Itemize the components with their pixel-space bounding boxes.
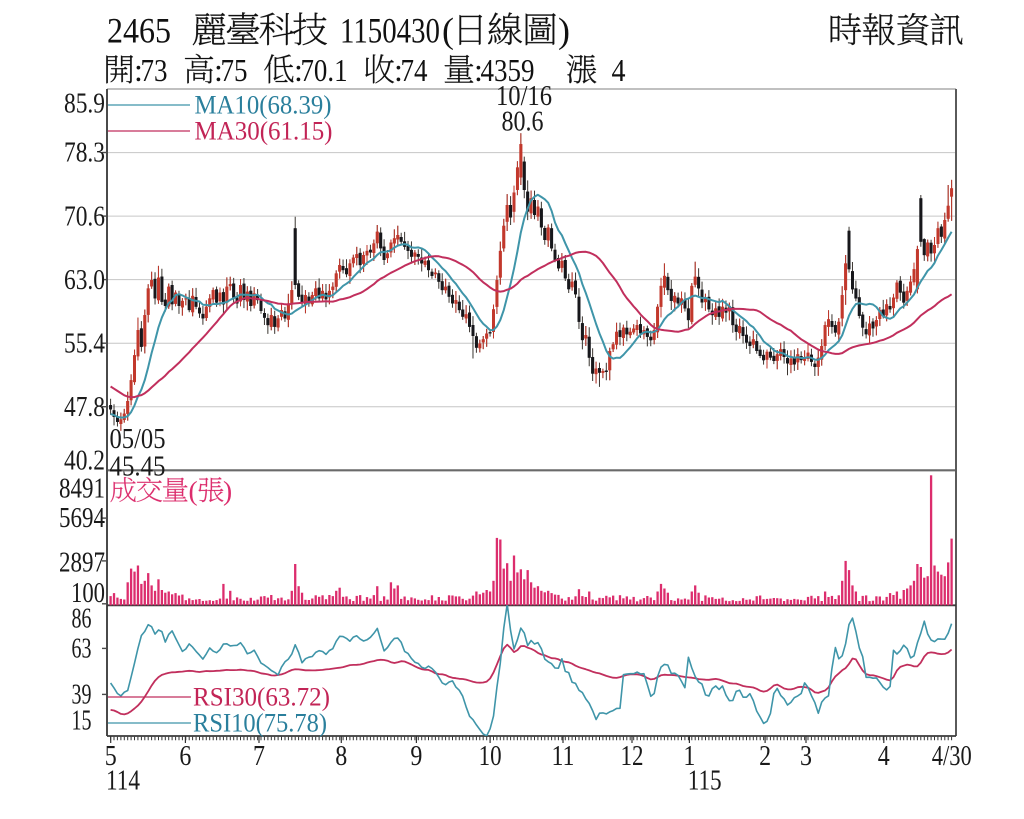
svg-text:74: 74 (401, 52, 428, 88)
svg-text:73: 73 (141, 52, 168, 88)
svg-text:86: 86 (72, 604, 92, 635)
svg-text:5: 5 (105, 740, 117, 772)
svg-text:78.3: 78.3 (64, 138, 105, 169)
svg-text:(: ( (442, 11, 454, 51)
svg-text:4/30: 4/30 (932, 740, 972, 772)
svg-text:45.45: 45.45 (110, 452, 166, 483)
svg-text:47.8: 47.8 (64, 392, 105, 423)
svg-text:114: 114 (106, 765, 140, 797)
svg-text::: : (294, 52, 303, 88)
svg-text:40.2: 40.2 (64, 446, 105, 477)
svg-text:2897: 2897 (59, 547, 105, 578)
svg-text:): ) (558, 11, 570, 51)
svg-text:2: 2 (759, 740, 771, 772)
svg-text:8: 8 (335, 740, 347, 772)
svg-text:5694: 5694 (59, 503, 105, 534)
svg-text:75: 75 (221, 52, 248, 88)
svg-text:1: 1 (683, 740, 695, 772)
svg-text:12: 12 (621, 740, 644, 772)
svg-text:2465: 2465 (107, 11, 171, 51)
svg-text:3: 3 (800, 740, 812, 772)
svg-text:4359: 4359 (481, 52, 535, 88)
svg-text::: : (214, 52, 223, 88)
svg-text:10: 10 (479, 740, 502, 772)
svg-text:100: 100 (71, 578, 105, 609)
svg-text:11: 11 (552, 740, 575, 772)
svg-text:70.6: 70.6 (64, 201, 105, 232)
svg-text:9: 9 (410, 740, 422, 772)
svg-text::: : (134, 52, 143, 88)
svg-text:115: 115 (688, 765, 722, 797)
svg-text:(: ( (189, 475, 198, 506)
svg-text:55.4: 55.4 (64, 328, 105, 359)
svg-text:6: 6 (179, 740, 191, 772)
svg-text:85.9: 85.9 (64, 89, 105, 120)
svg-text:39: 39 (72, 680, 92, 711)
svg-text:63.0: 63.0 (64, 265, 105, 296)
svg-text:RSI10(75.78): RSI10(75.78) (193, 709, 327, 738)
svg-text:4: 4 (878, 740, 890, 772)
svg-text:63: 63 (72, 634, 92, 665)
svg-text:70.1: 70.1 (301, 52, 348, 88)
svg-text:RSI30(63.72): RSI30(63.72) (193, 683, 330, 712)
svg-text:05/05: 05/05 (110, 424, 166, 455)
svg-text::: : (394, 52, 403, 88)
svg-text:15: 15 (72, 706, 92, 737)
svg-text:MA10(68.39): MA10(68.39) (195, 91, 332, 120)
svg-text:80.6: 80.6 (502, 107, 544, 138)
svg-text::: : (474, 52, 483, 88)
svg-text:8491: 8491 (59, 474, 105, 505)
svg-text:4: 4 (612, 52, 626, 88)
svg-text:MA30(61.15): MA30(61.15) (195, 117, 333, 146)
svg-text:10/16: 10/16 (496, 81, 552, 112)
svg-text:7: 7 (253, 740, 265, 772)
svg-text:): ) (223, 475, 232, 506)
svg-text:1150430: 1150430 (340, 11, 440, 51)
